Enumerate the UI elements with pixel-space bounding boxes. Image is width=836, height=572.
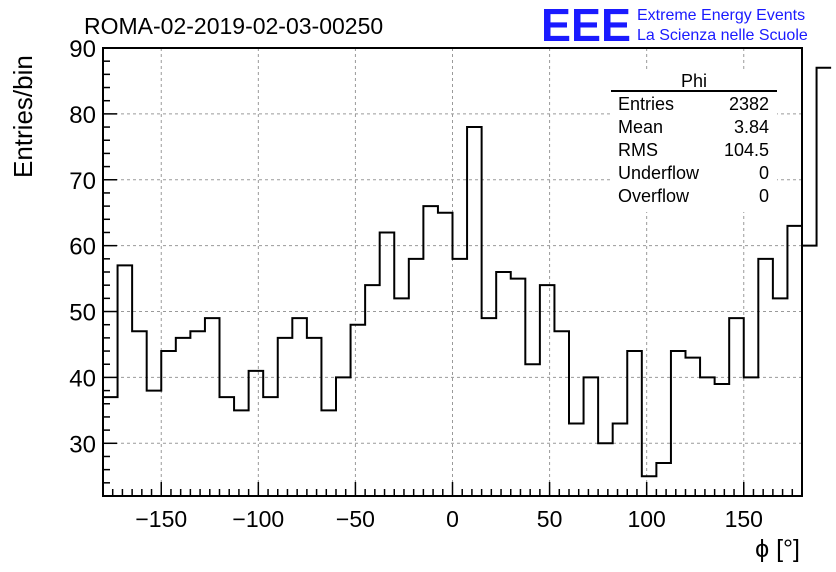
histogram-bin <box>467 127 482 496</box>
histogram-bin <box>482 318 497 496</box>
org-name-line1: Extreme Energy Events <box>637 7 805 24</box>
histogram-bin <box>380 232 395 496</box>
histogram-bin <box>598 443 613 496</box>
y-tick-label: 90 <box>69 36 96 63</box>
histogram-bin <box>409 259 424 496</box>
histogram-bin <box>365 285 380 496</box>
histogram-bin <box>147 391 162 496</box>
histogram-series <box>103 66 832 478</box>
stats-value-entries: 2382 <box>729 94 769 114</box>
x-tick-label: 150 <box>725 506 763 532</box>
histogram-bin <box>773 298 788 496</box>
histogram-bin <box>511 279 526 496</box>
x-tick-label: 100 <box>627 506 665 532</box>
histogram-bin <box>263 397 278 496</box>
stats-title: Phi <box>681 71 707 91</box>
y-tick-label: 40 <box>69 365 96 392</box>
y-axis-label: Entries/bin <box>8 55 38 178</box>
y-tick-label: 50 <box>69 300 96 327</box>
stats-label-rms: RMS <box>618 140 658 160</box>
histogram-bin <box>787 226 802 496</box>
histogram-bin <box>627 351 642 496</box>
y-axis-ticks: 30 40 50 60 70 80 90 <box>69 36 117 484</box>
histogram-bin <box>554 331 569 496</box>
histogram-bin <box>176 338 191 496</box>
stats-box: Phi Entries 2382 Mean 3.84 RMS 104.5 Und… <box>611 71 777 212</box>
histogram-bin <box>321 410 336 496</box>
histogram-bin <box>336 377 351 496</box>
histogram-bin <box>351 325 366 496</box>
histogram-bin <box>307 338 322 496</box>
histogram-bin <box>438 213 453 496</box>
histogram-bin <box>642 476 657 496</box>
stats-value-rms: 104.5 <box>724 140 769 160</box>
histogram-bin <box>525 364 540 496</box>
histogram-bin <box>423 206 438 496</box>
stats-value-overflow: 0 <box>759 186 769 206</box>
y-tick-label: 80 <box>69 102 96 129</box>
x-tick-label: 50 <box>537 506 563 532</box>
x-axis-ticks: −150 −100 −50 0 50 100 150 <box>111 482 794 532</box>
histogram-bin <box>656 463 671 496</box>
y-tick-label: 60 <box>69 234 96 261</box>
histogram-bin <box>161 351 176 496</box>
histogram-bin <box>671 351 686 496</box>
stats-value-mean: 3.84 <box>734 117 769 137</box>
org-name-line2: La Scienza nelle Scuole <box>637 27 808 44</box>
x-tick-label: 0 <box>446 506 459 532</box>
histogram-bin <box>700 377 715 496</box>
stats-label-entries: Entries <box>618 94 674 114</box>
histogram-bin <box>540 285 555 496</box>
histogram-bin <box>292 318 307 496</box>
histogram-bin <box>118 265 133 496</box>
run-title: ROMA-02-2019-02-03-00250 <box>84 13 383 39</box>
stats-value-underflow: 0 <box>759 163 769 183</box>
histogram-bin <box>394 298 409 496</box>
eee-logo: EEE <box>541 0 631 51</box>
histogram-bin <box>249 371 264 496</box>
histogram-bin <box>132 331 147 496</box>
histogram-bin <box>453 259 468 496</box>
stats-label-mean: Mean <box>618 117 663 137</box>
x-tick-label: −50 <box>336 506 375 532</box>
histogram-bin <box>496 272 511 496</box>
stats-label-underflow: Underflow <box>618 163 700 183</box>
stats-label-overflow: Overflow <box>618 186 690 206</box>
histogram-bin <box>278 338 293 496</box>
histogram-bin <box>802 246 817 496</box>
histogram-bin <box>817 68 832 496</box>
histogram-bin <box>744 377 759 496</box>
y-tick-label: 30 <box>69 431 96 458</box>
histogram-bin <box>220 397 235 496</box>
histogram-bin <box>584 377 599 496</box>
histogram-bin <box>234 410 249 496</box>
x-tick-label: −100 <box>232 506 284 532</box>
histogram-bin <box>613 424 628 496</box>
histogram-bin <box>686 358 701 496</box>
stats-box-background <box>611 72 777 212</box>
histogram-bin <box>103 397 118 496</box>
histogram-bin <box>729 318 744 496</box>
histogram-bin <box>205 318 220 496</box>
x-tick-label: −150 <box>135 506 187 532</box>
y-tick-label: 70 <box>69 168 96 195</box>
histogram-bin <box>758 259 773 496</box>
x-axis-label: ϕ [°] <box>755 535 800 563</box>
histogram-bin <box>190 331 205 496</box>
histogram-bin <box>715 384 730 496</box>
histogram-bin <box>569 424 584 496</box>
